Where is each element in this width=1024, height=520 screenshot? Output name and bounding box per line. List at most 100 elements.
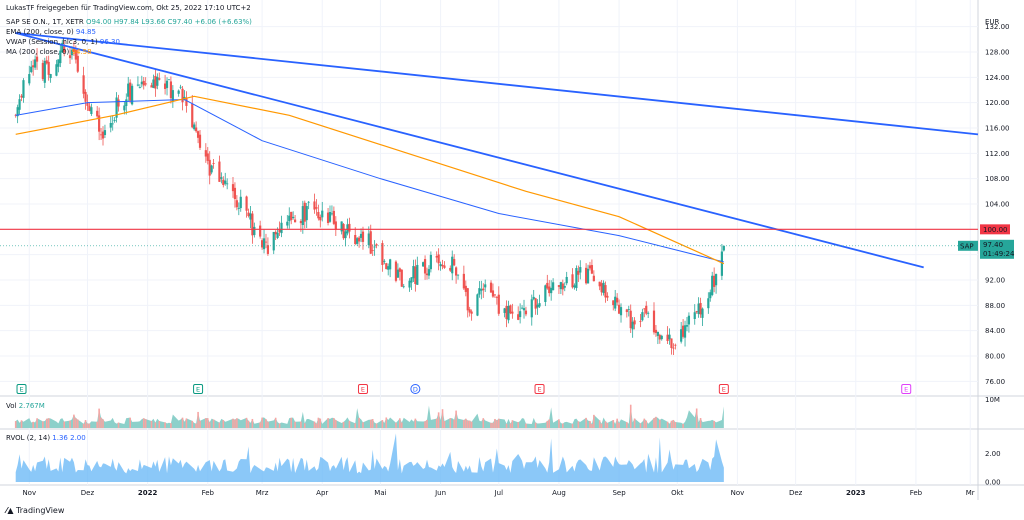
price-tick-label: 88.00: [985, 302, 1005, 310]
earnings-marker: [193, 384, 204, 394]
price-pane[interactable]: [0, 0, 978, 395]
candle-body: [313, 201, 316, 210]
candle-body: [519, 311, 522, 318]
indicator-lines: [0, 32, 979, 269]
ema-200-line: [15, 98, 724, 263]
candle-body: [701, 308, 704, 318]
candle-body: [140, 81, 143, 85]
candle-body: [530, 299, 533, 318]
candle-body: [425, 273, 429, 276]
candle-body: [68, 55, 72, 59]
earnings-marker: [357, 384, 368, 394]
time-tick-label: Feb: [202, 489, 215, 497]
candle-body: [625, 309, 628, 313]
ema-legend[interactable]: EMA (200, close, 0) 94.85: [6, 28, 96, 36]
candle-body: [654, 329, 658, 333]
candle-body: [588, 265, 592, 269]
candle-body: [154, 75, 157, 89]
candle-body: [303, 202, 306, 222]
candle-body: [455, 267, 458, 276]
volume-legend[interactable]: Vol 2.767M: [6, 402, 45, 410]
candle-body: [222, 179, 225, 186]
candle-body: [286, 221, 289, 226]
time-tick-label: Nov: [22, 489, 36, 497]
rvol-legend[interactable]: RVOL (2, 14) 1.36 2.00: [6, 434, 86, 442]
candle-body: [422, 262, 425, 267]
candle-body: [565, 276, 568, 284]
candle-body: [32, 65, 35, 68]
candle-body: [672, 347, 675, 349]
candle-body: [435, 256, 438, 258]
ema-value: 94.85: [75, 28, 96, 36]
candle-body: [354, 234, 357, 244]
earnings-marker: [718, 384, 729, 394]
tradingview-brand[interactable]: ⁄▲ TradingView: [6, 506, 64, 515]
time-axis[interactable]: Nov Dez 2022 Feb Mrz Apr Mai Jun Jul Aug Sep Okt Nov…: [22, 489, 974, 497]
candle-body: [586, 268, 590, 284]
candle-body: [340, 221, 343, 232]
level-100-badge: [980, 224, 1010, 235]
ma-legend[interactable]: MA (200, close, 0) 94.58: [6, 48, 92, 56]
candle-body: [697, 303, 700, 315]
countdown-label: 01:49:24: [983, 250, 1015, 258]
candle-body: [359, 233, 363, 238]
candle-body: [152, 79, 155, 88]
candle-body: [293, 219, 297, 223]
candle-body: [82, 75, 85, 94]
chart-canvas[interactable]: E E E D E E E 132.00 128.00 124.00 120.00 116.00 11…: [0, 0, 1024, 500]
time-tick-label: Mr: [966, 489, 975, 497]
symbol-legend[interactable]: SAP SE O.N., 1T, XETR O94.00 H97.84 L93.…: [6, 18, 252, 26]
candle-body: [144, 83, 147, 85]
candle-body: [96, 110, 99, 117]
candle-body: [191, 103, 194, 128]
candle-body: [301, 206, 304, 226]
candle-body: [61, 42, 64, 53]
ema-label: EMA (200, close, 0): [6, 28, 74, 36]
candle-body: [47, 61, 50, 75]
candle-body: [598, 281, 601, 287]
candle-body: [278, 229, 281, 233]
candle-body: [177, 90, 180, 94]
candle-body: [674, 344, 677, 346]
ohlc-values: O94.00 H97.84 L93.66 C97.40 +6.06 (+6.63…: [86, 18, 252, 26]
earnings-marker: [901, 384, 912, 394]
candle-body: [536, 304, 539, 308]
ma-label: MA (200, close, 0): [6, 48, 70, 56]
price-axis[interactable]: 132.00 128.00 124.00 120.00 116.00 112.00 108.…: [958, 23, 1015, 487]
candle-body: [57, 59, 60, 67]
candle-body: [251, 213, 254, 236]
candle-body: [660, 335, 663, 340]
candle-body: [400, 269, 403, 287]
candle-body: [491, 290, 495, 297]
event-marker-label: E: [19, 386, 23, 394]
ticker-badge: [958, 240, 978, 251]
candle-body: [272, 231, 275, 251]
candle-body: [550, 287, 553, 294]
price-tick-label: 92.00: [985, 277, 1005, 285]
price-tick-label: 108.00: [985, 175, 1010, 183]
candle-body: [394, 261, 398, 281]
vwap-legend[interactable]: VWAP (Session, hlc3, 0, 1) 96.30: [6, 38, 120, 46]
candle-body: [98, 115, 101, 132]
tradingview-logo-icon: ⁄▲: [6, 506, 14, 515]
candle-body: [412, 265, 415, 279]
candle-body: [396, 269, 400, 278]
candle-body: [462, 273, 465, 289]
candle-body: [115, 97, 118, 118]
candle-body: [563, 286, 566, 288]
event-marker-label: E: [196, 386, 200, 394]
candle-body: [142, 80, 145, 86]
candle-body: [210, 165, 213, 173]
candle-body: [226, 183, 229, 185]
candle-body: [617, 304, 621, 314]
candle-body: [292, 216, 295, 219]
candle-body: [722, 245, 725, 251]
candle-body: [208, 159, 211, 176]
candle-body: [687, 315, 691, 325]
candle-body: [16, 107, 19, 117]
candle-body: [680, 329, 683, 342]
candle-body: [361, 231, 365, 242]
candle-body: [86, 102, 89, 106]
volume-value: 2.767M: [18, 402, 45, 410]
